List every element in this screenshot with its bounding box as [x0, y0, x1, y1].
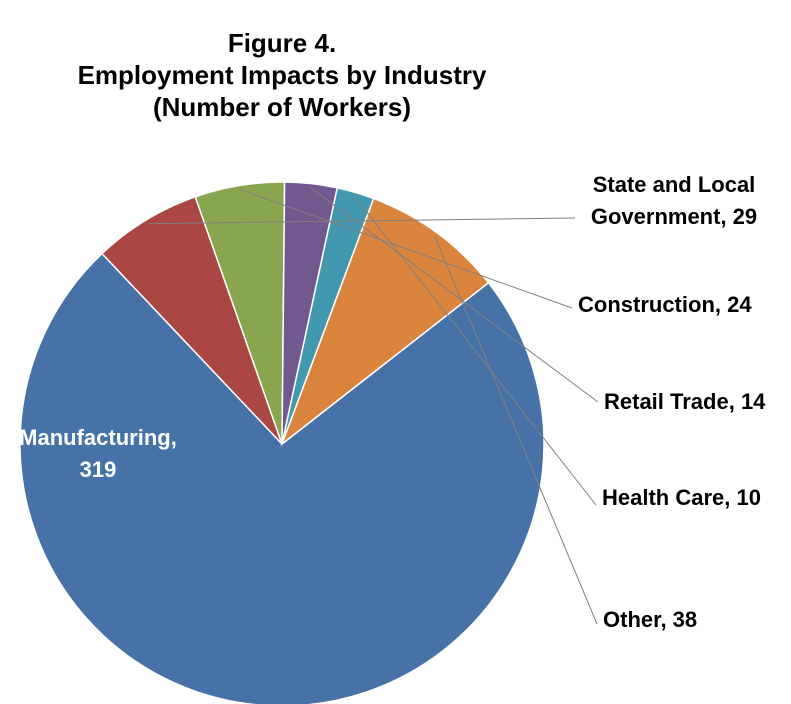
pie-slice-manufacturing — [19, 252, 545, 704]
slice-labels: Manufacturing, 319 State and Local Governme… — [19, 172, 766, 632]
leader-line-health-care — [354, 196, 597, 506]
slice-label-state-and-local-government: State and Local Government, 29 — [591, 172, 757, 229]
slice-label-line: Health Care, 10 — [602, 485, 761, 510]
leader-line-retail-trade — [310, 187, 599, 403]
slice-label-line: State and Local — [593, 172, 756, 197]
slice-label-retail-trade: Retail Trade, 14 — [604, 389, 766, 414]
slice-label-line: Construction, 24 — [578, 292, 752, 317]
chart-title-line-2: Employment Impacts by Industry — [78, 60, 487, 90]
chart-title: Figure 4. Employment Impacts by Industry… — [78, 28, 487, 122]
pie-slices — [19, 181, 545, 704]
slice-label-other: Other, 38 — [603, 607, 697, 632]
slice-label-health-care: Health Care, 10 — [602, 485, 761, 510]
slice-label-line: Retail Trade, 14 — [604, 389, 766, 414]
pie-slice-state-and-local-government — [100, 195, 283, 445]
chart-title-line-1: Figure 4. — [228, 28, 336, 58]
slice-label-line: Other, 38 — [603, 607, 697, 632]
leader-line-other — [434, 235, 598, 625]
slice-label-line: Government, 29 — [591, 204, 757, 229]
slice-label-line: Manufacturing, — [19, 425, 177, 450]
slice-label-construction: Construction, 24 — [578, 292, 752, 317]
slice-label-line: 319 — [80, 457, 117, 482]
chart-title-line-3: (Number of Workers) — [153, 92, 411, 122]
leader-lines — [147, 187, 599, 625]
leader-line-construction — [239, 188, 573, 309]
leader-line-state-and-local-government — [147, 217, 576, 225]
slice-label-manufacturing: Manufacturing, 319 — [19, 425, 177, 482]
